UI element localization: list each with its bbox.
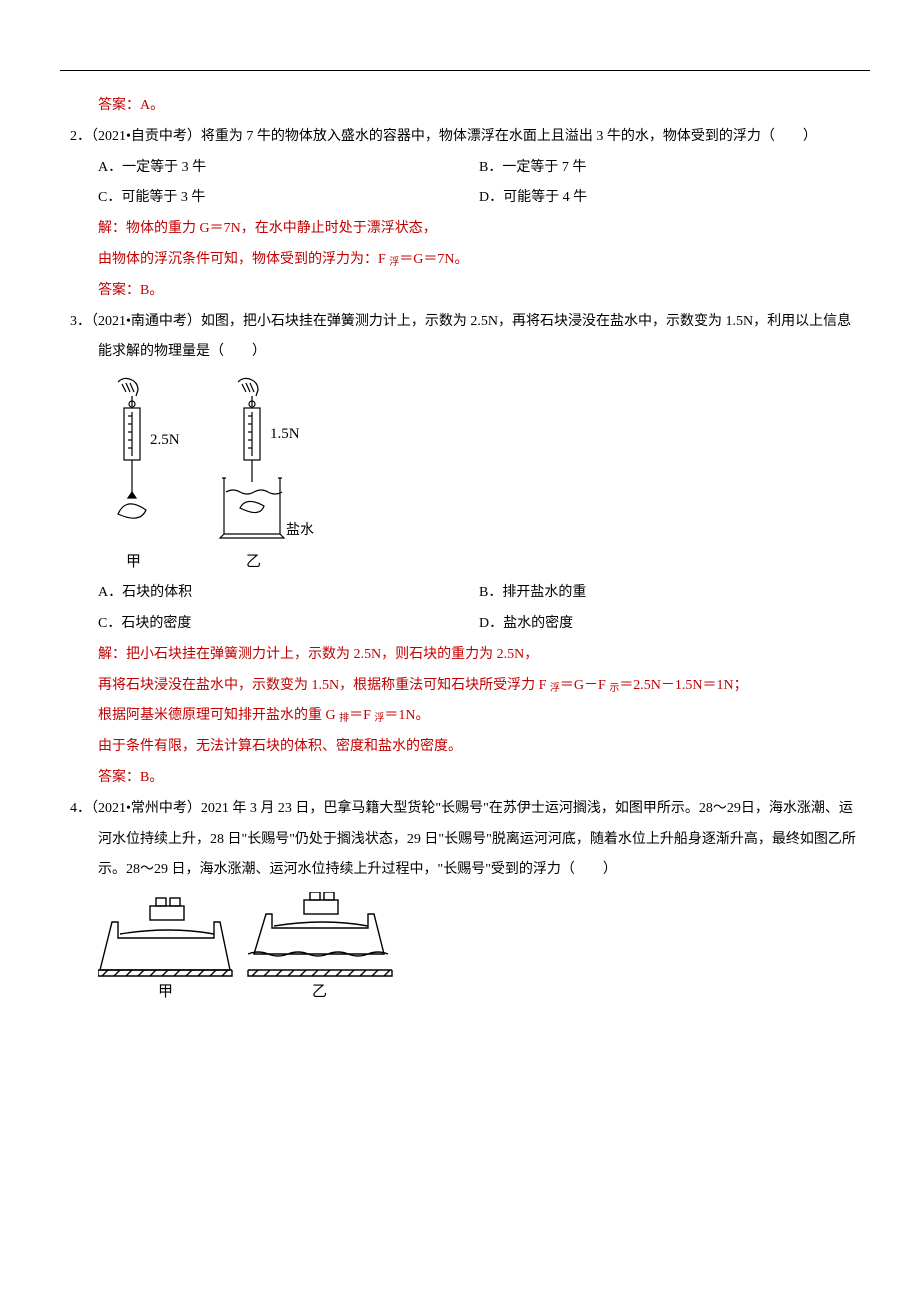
q4-stem: 4．（2021•常州中考）2021 年 3 月 23 日，巴拿马籍大型货轮"长赐… — [70, 794, 860, 886]
q2-sol2a: 由物体的浮沉条件可知，物体受到的浮力为：F — [98, 252, 389, 267]
q3-optD: D．盐水的密度 — [479, 609, 860, 640]
ship-diagram: 甲 乙 — [98, 892, 398, 1002]
q2-optC: C．可能等于 3 牛 — [98, 183, 479, 214]
q3-sol-line2: 再将石块浸没在盐水中，示数变为 1.5N，根据称重法可知石块所受浮力 F 浮＝G… — [70, 671, 860, 702]
q3-sol3b: ＝F — [349, 708, 374, 723]
q3-right-label: 乙 — [246, 554, 261, 570]
q3-sol2-sub2: 示 — [609, 683, 619, 694]
q3-stem: 3．（2021•南通中考）如图，把小石块挂在弹簧测力计上，示数为 2.5N，再将… — [70, 307, 860, 369]
q3-options-row1: A．石块的体积 B．排开盐水的重 — [70, 578, 860, 609]
q4-right-label: 乙 — [312, 984, 327, 1000]
q2-optB: B．一定等于 7 牛 — [479, 153, 860, 184]
q2-sol-line2: 由物体的浮沉条件可知，物体受到的浮力为：F 浮＝G＝7N。 — [70, 245, 860, 276]
q3-right-value: 1.5N — [270, 426, 300, 442]
q3-sol3a: 根据阿基米德原理可知排开盐水的重 G — [98, 708, 339, 723]
q2-sol2-sub: 浮 — [389, 257, 399, 268]
q3-sol3-sub2: 浮 — [374, 713, 384, 724]
q3-options-row2: C．石块的密度 D．盐水的密度 — [70, 609, 860, 640]
q2-sol2b: ＝G＝7N。 — [399, 252, 468, 267]
q3-sol2c: ＝2.5N－1.5N＝1N； — [619, 678, 747, 693]
q2-options-row1: A．一定等于 3 牛 B．一定等于 7 牛 — [70, 153, 860, 184]
q3-left-label: 甲 — [126, 554, 141, 570]
q3-sol-line1: 解：把小石块挂在弹簧测力计上，示数为 2.5N，则石块的重力为 2.5N， — [70, 640, 860, 671]
q2-stem: 2．（2021•自贡中考）将重为 7 牛的物体放入盛水的容器中，物体漂浮在水面上… — [70, 122, 860, 153]
q3-optB: B．排开盐水的重 — [479, 578, 860, 609]
q3-sol-line3: 根据阿基米德原理可知排开盐水的重 G 排＝F 浮＝1N。 — [70, 701, 860, 732]
q3-figure: 2.5N 甲 1.5N 盐水 乙 — [70, 374, 860, 574]
q3-optA: A．石块的体积 — [98, 578, 479, 609]
q1-answer: 答案：A。 — [70, 91, 860, 122]
q2-answer: 答案：B。 — [70, 276, 860, 307]
q2-optD: D．可能等于 4 牛 — [479, 183, 860, 214]
q4-figure: 甲 乙 — [70, 892, 860, 1002]
q3-sol3c: ＝1N。 — [384, 708, 429, 723]
top-rule — [60, 70, 870, 71]
q3-sol3-sub1: 排 — [339, 713, 349, 724]
q3-sol2b: ＝G－F — [560, 678, 609, 693]
spring-scale-diagram: 2.5N 甲 1.5N 盐水 乙 — [98, 374, 328, 574]
q3-answer: 答案：B。 — [70, 763, 860, 794]
q3-left-value: 2.5N — [150, 432, 180, 448]
q3-sol2a: 再将石块浸没在盐水中，示数变为 1.5N，根据称重法可知石块所受浮力 F — [98, 678, 550, 693]
q3-liquid-label: 盐水 — [286, 522, 314, 538]
q2-optA: A．一定等于 3 牛 — [98, 153, 479, 184]
q3-sol-line4: 由于条件有限，无法计算石块的体积、密度和盐水的密度。 — [70, 732, 860, 763]
q4-left-label: 甲 — [158, 984, 173, 1000]
q3-sol2-sub1: 浮 — [550, 683, 560, 694]
q3-optC: C．石块的密度 — [98, 609, 479, 640]
q2-options-row2: C．可能等于 3 牛 D．可能等于 4 牛 — [70, 183, 860, 214]
q2-sol-line1: 解：物体的重力 G＝7N，在水中静止时处于漂浮状态， — [70, 214, 860, 245]
